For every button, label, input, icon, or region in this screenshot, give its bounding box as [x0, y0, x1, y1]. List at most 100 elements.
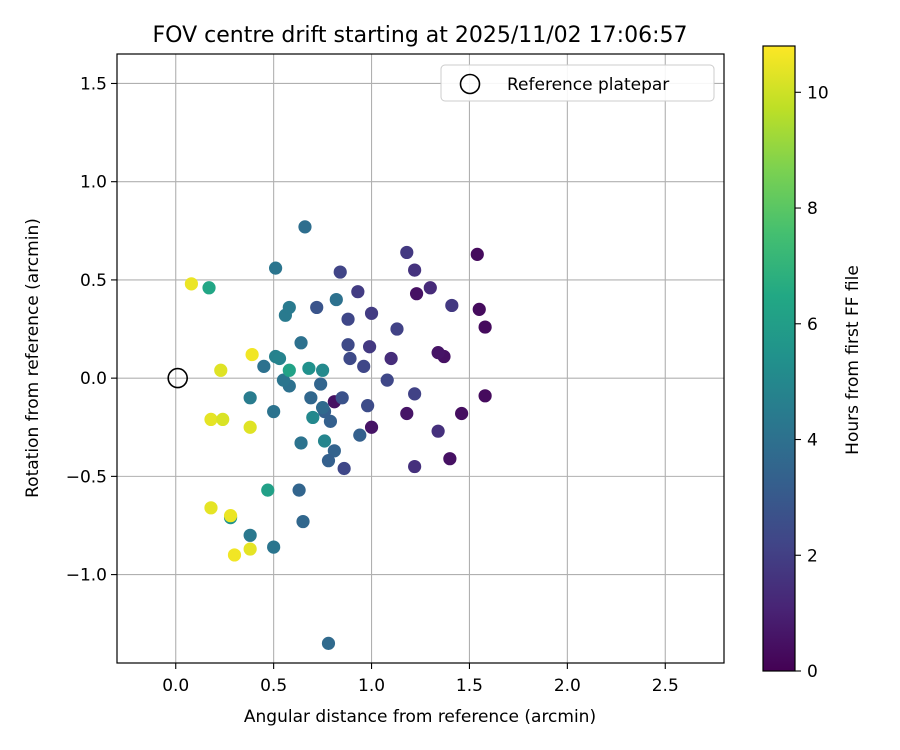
scatter-point [245, 347, 259, 362]
scatter-point [321, 636, 336, 650]
scatter-point [310, 300, 324, 315]
y-tick-label: 1.0 [80, 173, 107, 193]
x-tick-label: 1.5 [456, 676, 483, 696]
scatter-point [243, 542, 257, 556]
y-tick-label: 1.5 [80, 74, 107, 94]
scatter-point [400, 245, 414, 260]
scatter-point [337, 461, 351, 476]
scatter-point [362, 340, 377, 354]
colorbar-tick-label: 8 [807, 199, 818, 219]
scatter-point [204, 501, 218, 515]
x-tick-label: 0.5 [260, 676, 287, 696]
scatter-point [472, 302, 486, 316]
colorbar: 0 2 4 6 8 10 Hours from first FF file [762, 45, 863, 682]
scatter-point [204, 412, 218, 426]
scatter-point [294, 336, 308, 350]
scatter-point [364, 306, 379, 320]
scatter-point [267, 540, 281, 554]
scatter-point [380, 373, 394, 387]
scatter-point [423, 281, 437, 295]
scatter-point [243, 420, 257, 434]
legend-marker [459, 73, 481, 95]
scatter-point [408, 263, 422, 277]
y-tick-label: −1.0 [66, 566, 107, 586]
scatter-point [335, 391, 349, 405]
colorbar-tick-label: 10 [807, 83, 829, 103]
scatter-point [261, 483, 275, 497]
colorbar-tick-label: 6 [807, 315, 818, 335]
y-axis-ticks: −1.0 −0.5 0.0 0.5 1.0 1.5 [66, 74, 117, 586]
y-tick-label: 0.0 [80, 369, 107, 389]
scatter-point [292, 483, 306, 497]
scatter-point [243, 391, 257, 405]
scatter-point [315, 401, 330, 415]
scatter-point [443, 452, 457, 466]
scatter-point [315, 363, 330, 377]
scatter-point [357, 359, 371, 373]
x-axis-ticks: 0.0 0.5 1.0 1.5 2.0 2.5 [162, 663, 679, 696]
scatter-point [282, 300, 296, 315]
scatter-point [302, 361, 316, 375]
colorbar-ticks: 0 2 4 6 8 10 [795, 83, 829, 682]
scatter-point [353, 428, 367, 442]
scatter-point [341, 312, 355, 326]
scatter-point [202, 281, 216, 295]
scatter-point [333, 265, 347, 279]
scatter-point [282, 363, 296, 377]
legend-entry: Reference platepar [507, 75, 669, 95]
scatter-point [267, 404, 281, 419]
scatter-point [223, 509, 238, 523]
scatter-point [431, 424, 445, 438]
scatter-point [317, 434, 332, 448]
scatter-point [470, 247, 484, 261]
scatter-point [351, 285, 365, 299]
scatter-point [298, 220, 312, 234]
scatter-point [408, 459, 422, 474]
scatter-point [409, 287, 424, 301]
scatter-point [296, 514, 310, 529]
scatter-point [408, 387, 422, 401]
scatter-point [214, 363, 228, 377]
scatter-point [400, 406, 414, 421]
scatter-point [272, 351, 287, 366]
x-tick-label: 1.0 [358, 676, 385, 696]
scatter-point [478, 389, 492, 403]
scatter-point [384, 351, 398, 366]
legend-box [440, 64, 715, 102]
scatter-point [323, 414, 338, 428]
scatter-point [445, 298, 459, 313]
scatter-point [269, 261, 283, 275]
scatter-point [321, 454, 336, 468]
grid-lines [117, 54, 724, 663]
x-axis-label: Angular distance from reference (arcmin) [244, 707, 596, 727]
chart-title: FOV centre drift starting at 2025/11/02 … [153, 23, 688, 48]
scatter-point [364, 420, 379, 434]
x-tick-label: 2.0 [554, 676, 581, 696]
x-tick-label: 2.5 [652, 676, 679, 696]
colorbar-tick-label: 0 [807, 662, 818, 682]
scatter-point [243, 528, 257, 542]
scatter-point [276, 373, 291, 387]
plot-frame [116, 53, 725, 664]
scatter-point [184, 277, 199, 291]
scatter-point [227, 548, 242, 562]
reference-point-marker [167, 367, 188, 389]
y-tick-label: −0.5 [66, 467, 107, 487]
scatter-point [216, 412, 230, 426]
scatter-point [257, 359, 271, 373]
scatter-point [294, 436, 308, 450]
scatter-point [306, 410, 320, 425]
scatter-point [361, 399, 375, 413]
colorbar-tick-label: 4 [807, 431, 818, 451]
scatter-point [304, 391, 318, 405]
scatter-point [343, 351, 357, 366]
scatter-point [327, 444, 341, 458]
scatter-point [314, 377, 328, 391]
colorbar-label: Hours from first FF file [843, 265, 863, 455]
colorbar-gradient [762, 45, 796, 672]
scatter-point [390, 322, 404, 336]
scatter-point [455, 406, 469, 421]
scatter-point [478, 320, 492, 334]
y-tick-label: 0.5 [80, 271, 107, 291]
